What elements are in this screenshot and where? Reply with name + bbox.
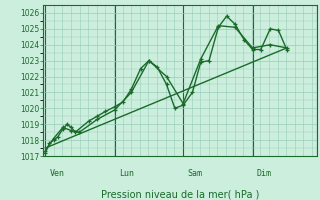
- Text: Dim: Dim: [257, 168, 272, 178]
- Text: Pression niveau de la mer( hPa ): Pression niveau de la mer( hPa ): [101, 189, 259, 199]
- Text: Ven: Ven: [49, 168, 64, 178]
- Text: Sam: Sam: [187, 168, 202, 178]
- Text: Lun: Lun: [119, 168, 134, 178]
